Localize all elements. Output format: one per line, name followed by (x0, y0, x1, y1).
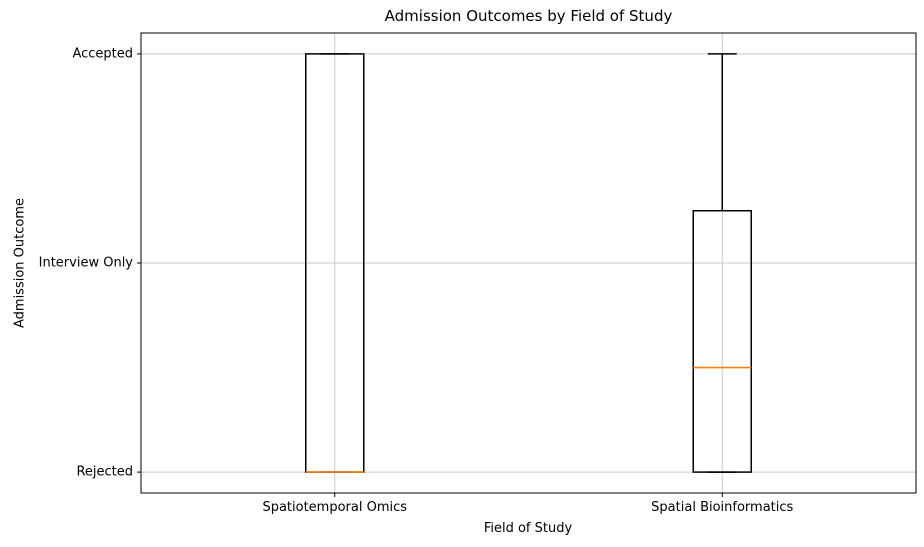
x-tick-label-spatiotemporal-omics: Spatiotemporal Omics (262, 500, 408, 515)
y-tick-label-accepted: Accepted (72, 46, 133, 62)
x-axis-label: Field of Study (483, 521, 573, 536)
chart-title: Admission Outcomes by Field of Study (384, 7, 673, 25)
y-tick-label-rejected: Rejected (76, 464, 133, 480)
y-tick-label-interview-only: Interview Only (38, 255, 133, 271)
box (692, 209, 752, 473)
x-tick-label-spatial-bioinformatics: Spatial Bioinformatics (651, 500, 794, 515)
